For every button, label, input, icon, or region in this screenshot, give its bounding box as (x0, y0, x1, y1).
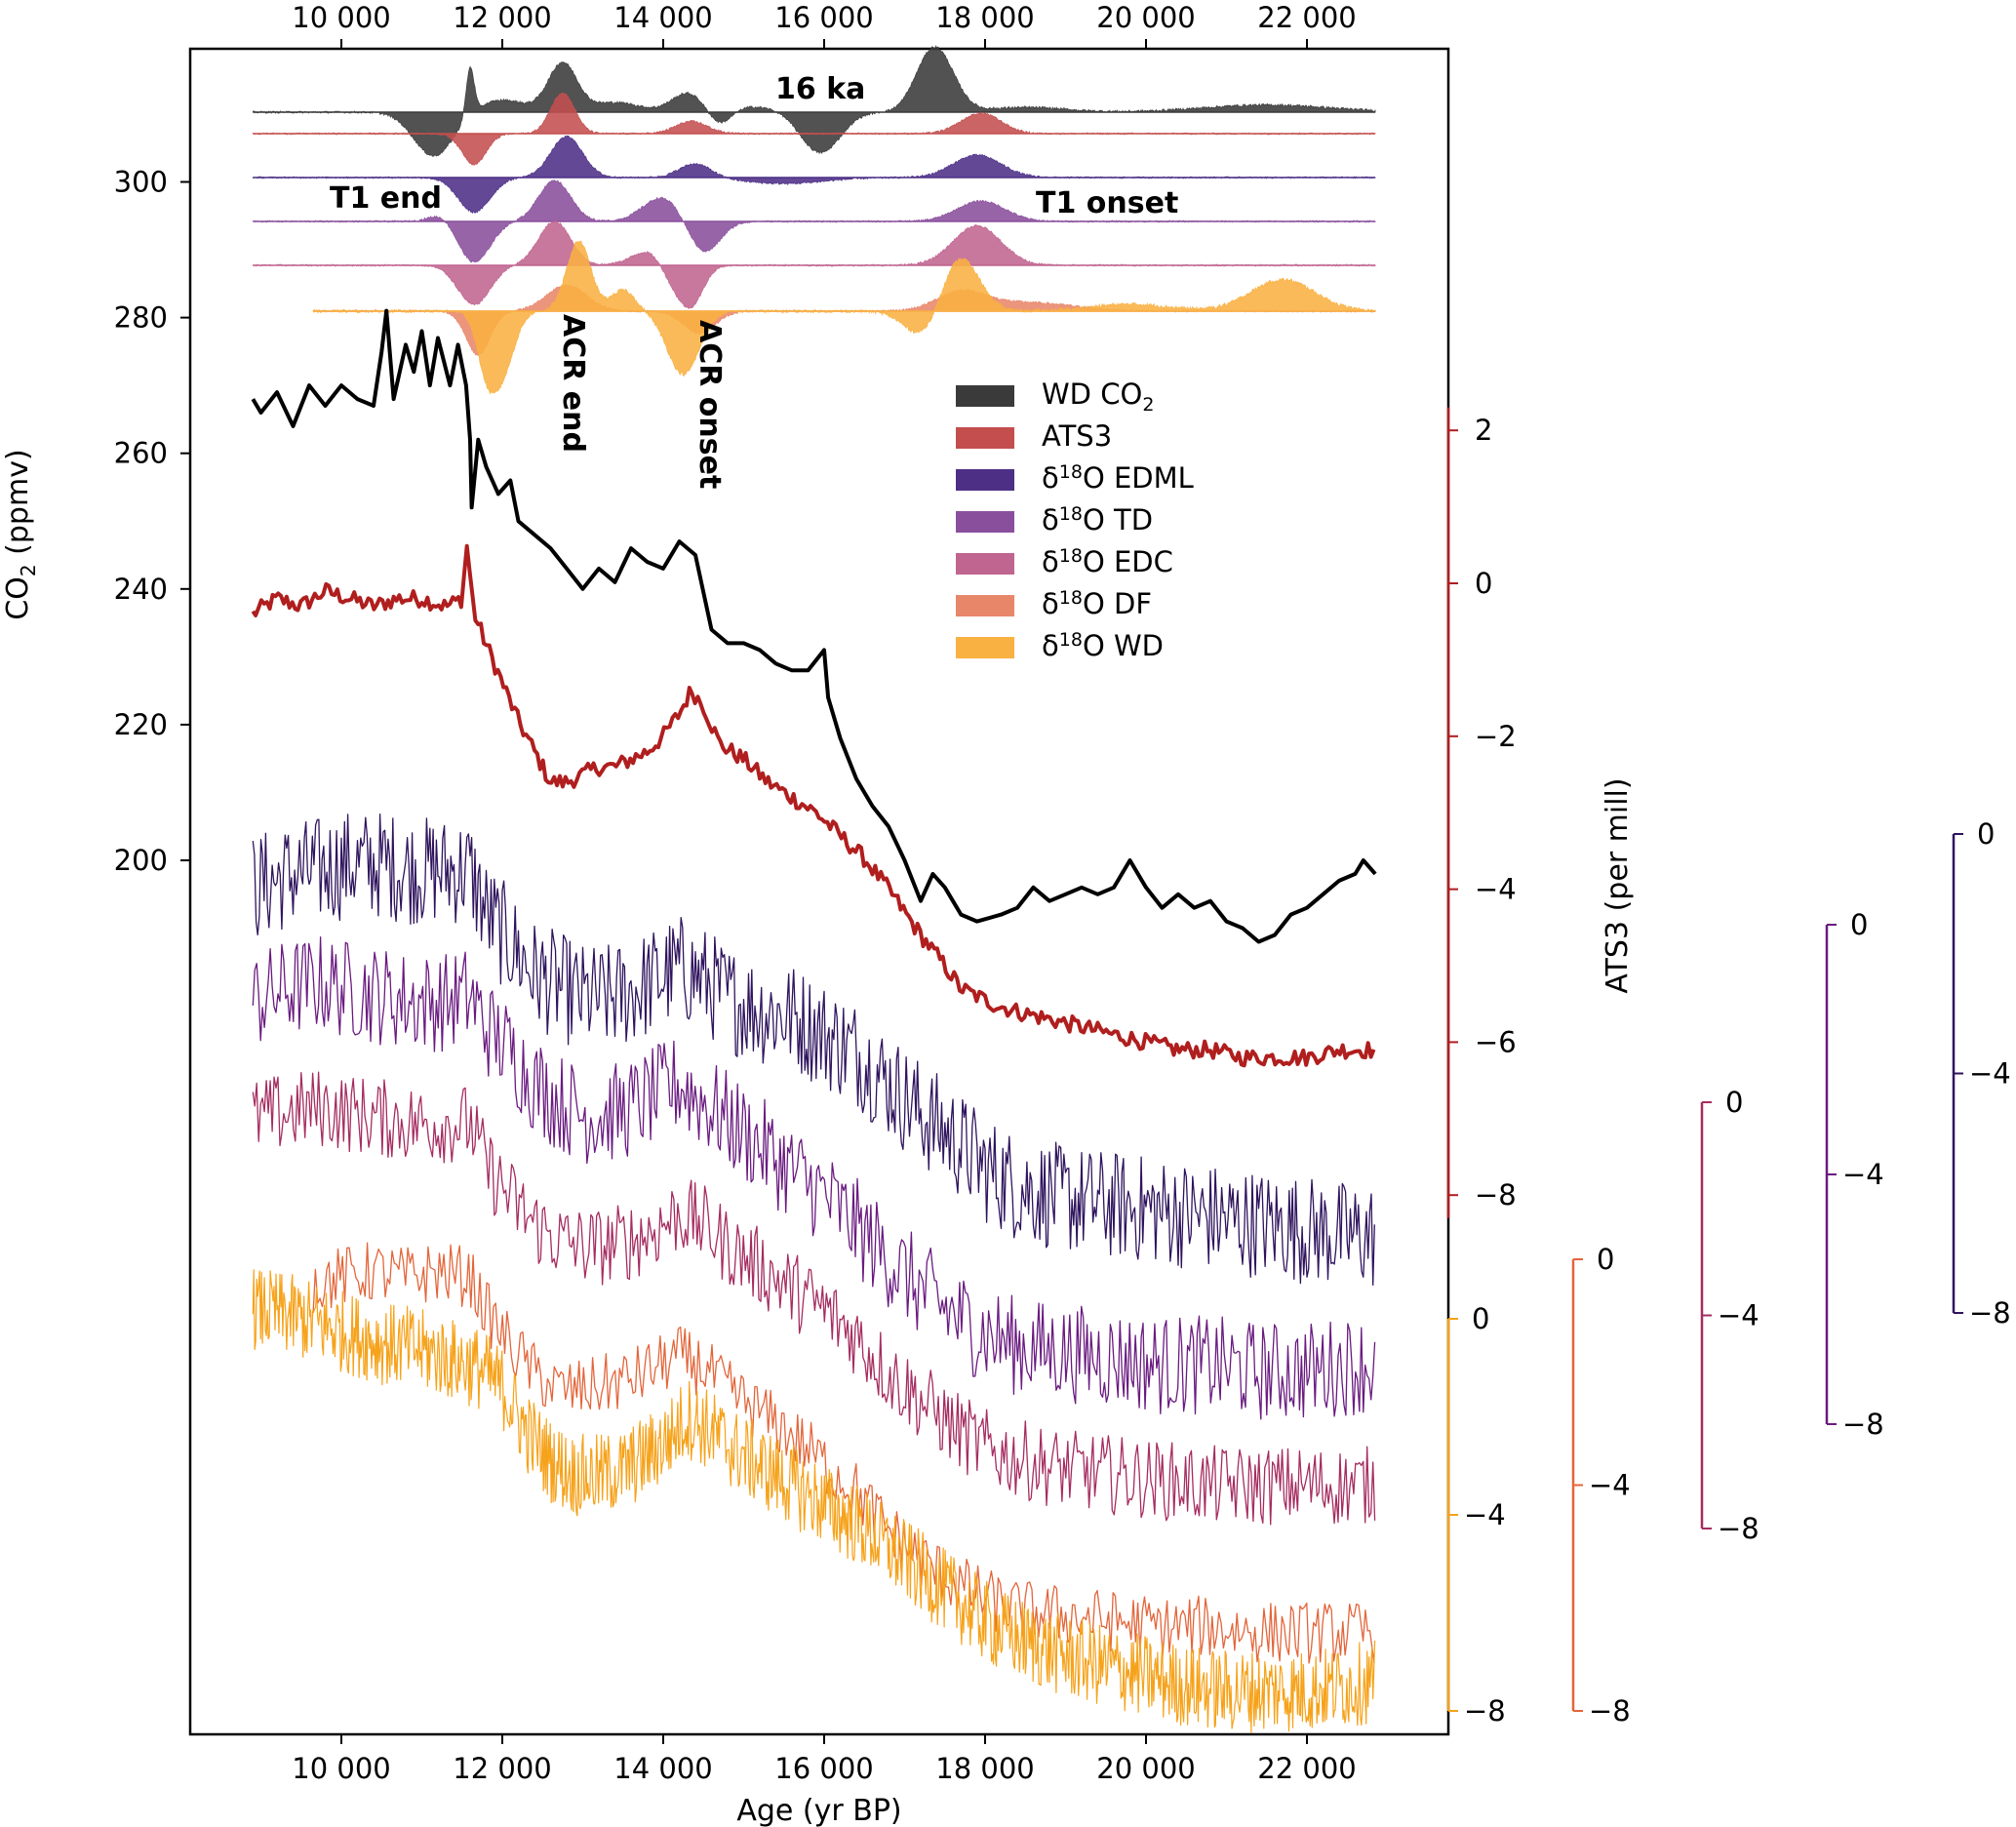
legend-swatch-4 (956, 553, 1014, 575)
x-tick-label-top-16000: 16 000 (774, 1, 873, 34)
series-18o-edml (252, 813, 1375, 1287)
x-tick-label-bottom-14000: 14 000 (613, 1752, 712, 1785)
legend-swatch-3 (956, 511, 1014, 533)
legend-label-4: δ18O EDC (1042, 545, 1173, 578)
ats3-tick-label-3: −4 (1475, 873, 1517, 906)
series-18o-df (312, 1242, 1375, 1664)
ats3-tick-label-0: 2 (1475, 414, 1492, 447)
ats3-tick-label-5: −8 (1475, 1178, 1517, 1211)
offset-tick-label-18o-df-0: 0 (1597, 1243, 1614, 1276)
y-left-tick-label-300: 300 (114, 166, 168, 199)
annotation-t1-onset: T1 onset (1036, 186, 1178, 220)
annotation-t1-end: T1 end (330, 181, 442, 216)
y-axis-ats3-title: ATS3 (per mill) (1601, 777, 1635, 993)
x-tick-label-top-12000: 12 000 (453, 1, 551, 34)
series-18o-wd (252, 1269, 1376, 1733)
offset-tick-label-18o-edml-1: −4 (1969, 1057, 2011, 1091)
x-tick-label-bottom-18000: 18 000 (935, 1752, 1034, 1785)
x-tick-label-bottom-22000: 22 000 (1257, 1752, 1356, 1785)
x-axis-title: Age (yr BP) (736, 1794, 901, 1827)
legend-label-2: δ18O EDML (1042, 461, 1194, 495)
offset-tick-label-18o-td-2: −8 (1842, 1408, 1884, 1441)
y-left-tick-label-200: 200 (114, 844, 168, 877)
offset-tick-label-18o-df-2: −8 (1589, 1694, 1631, 1728)
legend-label-5: δ18O DF (1042, 587, 1152, 620)
annotation-acr-onset: ACR onset (692, 320, 727, 489)
axis-layer: 10 000 10 000 12 000 12 000 14 000 14 000 16 0… (114, 1, 2011, 1785)
y-axis-left-title: CO2 (ppmv) (1, 449, 40, 619)
legend-swatch-1 (956, 427, 1014, 449)
offset-tick-label-18o-edc-1: −4 (1718, 1299, 1759, 1332)
offset-tick-label-18o-edc-0: 0 (1725, 1086, 1743, 1119)
offset-tick-label-18o-edml-0: 0 (1977, 817, 1995, 851)
y-left-tick-label-260: 260 (114, 437, 168, 470)
x-tick-label-top-20000: 20 000 (1096, 1, 1195, 34)
ats3-tick-label-2: −2 (1475, 720, 1517, 753)
offset-tick-label-18o-wd-1: −4 (1464, 1498, 1506, 1531)
x-tick-label-top-22000: 22 000 (1257, 1, 1356, 34)
series-layer (251, 308, 1377, 1733)
x-tick-label-bottom-16000: 16 000 (774, 1752, 873, 1785)
legend-swatch-0 (956, 385, 1014, 407)
offset-tick-label-18o-wd-0: 0 (1472, 1302, 1489, 1335)
x-tick-label-top-18000: 18 000 (935, 1, 1034, 34)
offset-tick-label-18o-edml-2: −8 (1969, 1296, 2011, 1330)
annotation-16ka: 16 ka (775, 72, 865, 106)
x-tick-label-bottom-12000: 12 000 (453, 1752, 551, 1785)
legend-label-0: WD CO2 (1042, 377, 1154, 416)
x-tick-label-bottom-10000: 10 000 (292, 1752, 390, 1785)
y-left-tick-label-280: 280 (114, 301, 168, 335)
legend-swatch-6 (956, 637, 1014, 658)
y-left-tick-label-240: 240 (114, 573, 168, 606)
roc-row-18o-td-rate (253, 179, 1376, 263)
annotation-acr-end: ACR end (556, 314, 590, 453)
legend-label-1: ATS3 (1042, 419, 1112, 453)
series-18o-edc (252, 1071, 1376, 1526)
offset-tick-label-18o-wd-2: −8 (1464, 1694, 1506, 1728)
roc-row-18o-wd-rate (312, 240, 1376, 395)
roc-row-wd-co-rate (253, 45, 1376, 157)
series-18o-td (252, 936, 1376, 1420)
y-left-tick-label-220: 220 (114, 708, 168, 741)
series-ats3 (251, 543, 1376, 1068)
x-tick-label-bottom-20000: 20 000 (1096, 1752, 1195, 1785)
legend-swatch-5 (956, 595, 1014, 616)
ats3-tick-label-4: −6 (1475, 1025, 1517, 1058)
roc-row-18o-edml-rate (253, 135, 1376, 215)
rate-of-change-rows (253, 45, 1376, 395)
offset-tick-label-18o-td-1: −4 (1842, 1158, 1884, 1191)
offset-tick-label-18o-td-0: 0 (1850, 908, 1868, 941)
x-tick-label-top-10000: 10 000 (292, 1, 390, 34)
offset-tick-label-18o-df-1: −4 (1589, 1469, 1631, 1502)
series-wd-co (251, 308, 1377, 944)
offset-tick-label-18o-edc-2: −8 (1718, 1512, 1759, 1545)
legend-label-6: δ18O WD (1042, 629, 1164, 662)
legend-label-3: δ18O TD (1042, 503, 1153, 536)
x-tick-label-top-14000: 14 000 (613, 1, 712, 34)
ats3-tick-label-1: 0 (1475, 567, 1492, 600)
legend-swatch-2 (956, 469, 1014, 491)
